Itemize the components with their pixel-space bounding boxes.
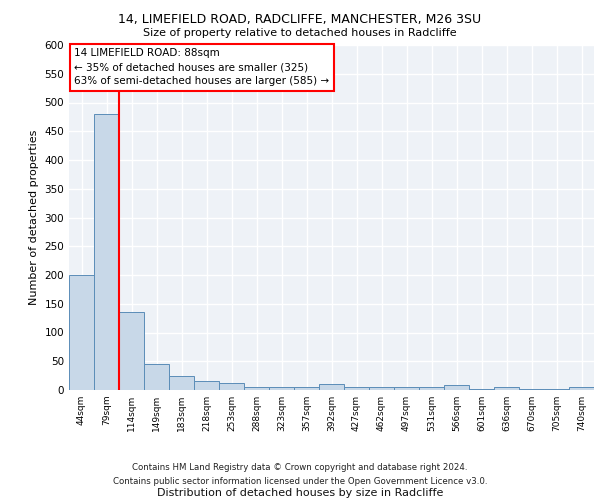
Bar (294, 387, 319, 390)
Bar (369, 387, 394, 390)
Bar (319, 384, 344, 390)
Bar (494, 387, 519, 390)
Bar (419, 387, 444, 390)
Y-axis label: Number of detached properties: Number of detached properties (29, 130, 39, 305)
Text: Contains HM Land Registry data © Crown copyright and database right 2024.: Contains HM Land Registry data © Crown c… (132, 464, 468, 472)
Bar (444, 386, 469, 390)
Text: Distribution of detached houses by size in Radcliffe: Distribution of detached houses by size … (157, 488, 443, 498)
Text: Size of property relative to detached houses in Radcliffe: Size of property relative to detached ho… (143, 28, 457, 38)
Bar (394, 387, 419, 390)
Bar (94, 114, 119, 390)
Bar (119, 312, 144, 390)
Bar (344, 387, 369, 390)
Bar (544, 389, 569, 390)
Bar (144, 364, 169, 390)
Bar (219, 383, 244, 390)
Bar (194, 382, 219, 390)
Text: Contains public sector information licensed under the Open Government Licence v3: Contains public sector information licen… (113, 477, 487, 486)
Bar (169, 376, 194, 390)
Bar (244, 386, 269, 390)
Bar (269, 387, 294, 390)
Text: 14 LIMEFIELD ROAD: 88sqm
← 35% of detached houses are smaller (325)
63% of semi-: 14 LIMEFIELD ROAD: 88sqm ← 35% of detach… (74, 48, 329, 86)
Bar (569, 387, 594, 390)
Bar (519, 389, 544, 390)
Text: 14, LIMEFIELD ROAD, RADCLIFFE, MANCHESTER, M26 3SU: 14, LIMEFIELD ROAD, RADCLIFFE, MANCHESTE… (118, 12, 482, 26)
Bar (469, 389, 494, 390)
Bar (69, 275, 94, 390)
